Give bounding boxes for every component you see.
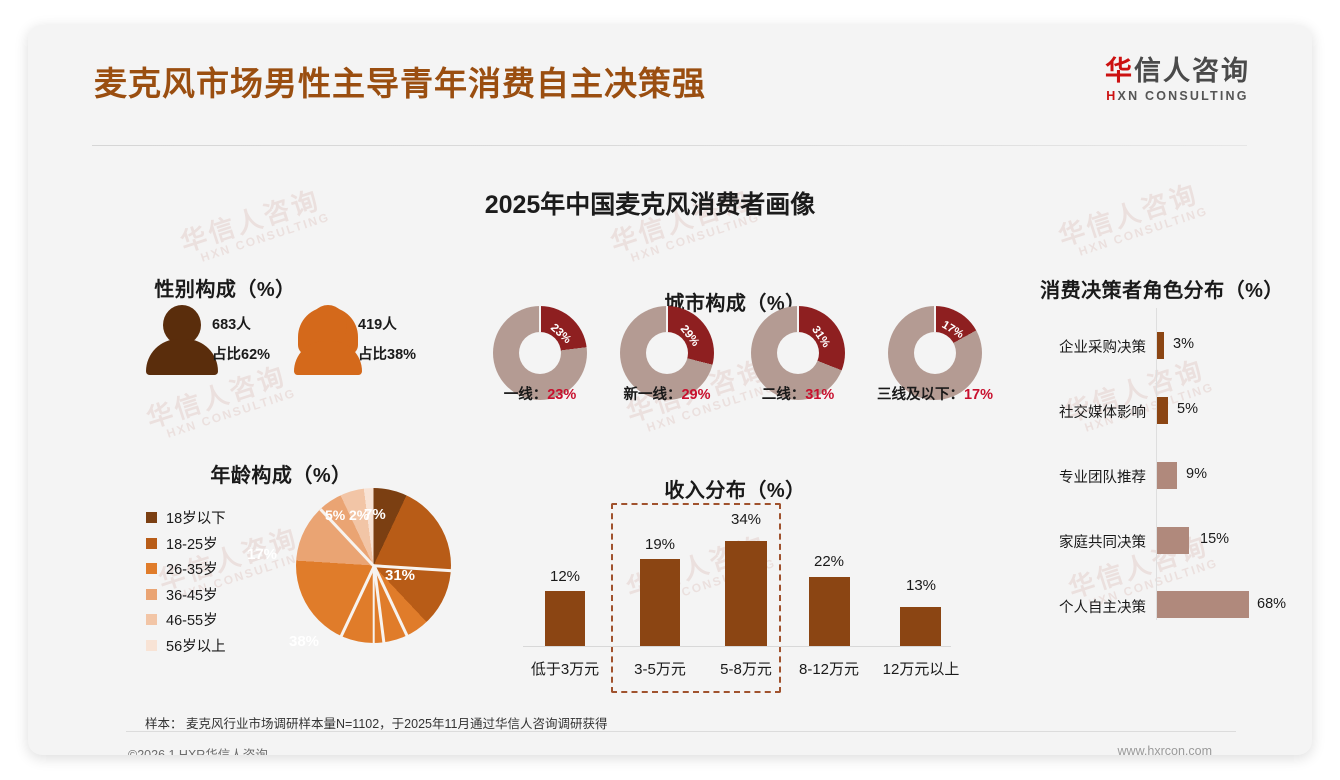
copyright-text: ©2026.1 HXR华信人咨询 (128, 748, 268, 755)
role-value-social: 5% (1177, 401, 1198, 417)
role-label-enterprise: 企业采购决策 (1059, 340, 1146, 356)
legend-swatch (146, 537, 157, 549)
age-legend: 18岁以下 18-25岁 26-35岁 36-45岁 46-55岁 56岁以上 (146, 505, 226, 658)
male-count: 683人 (212, 317, 251, 333)
income-value-8to12: 22% (813, 553, 845, 570)
logo-chinese: 华信人咨询 (1105, 56, 1250, 86)
legend-swatch (146, 588, 157, 600)
income-category-8to12: 8-12万元 (798, 661, 860, 678)
income-bar-3to5 (640, 559, 680, 646)
donut-label-newtier1: 新一线：29% (623, 387, 711, 403)
website-url: www.hxrcon.com (1117, 744, 1212, 755)
role-label-family: 家庭共同决策 (1059, 535, 1146, 551)
legend-label: 46-55岁 (166, 613, 218, 630)
pie-value-26-35: 38% (289, 633, 320, 650)
age-section-title: 年龄构成（%） (210, 465, 352, 487)
role-label-individual: 个人自主决策 (1059, 600, 1146, 616)
pie-value-18-25: 31% (385, 567, 416, 584)
income-value-over12: 13% (905, 577, 937, 594)
income-value-under3: 12% (549, 568, 581, 585)
watermark: 华信人咨询 HXN CONSULTING (1060, 354, 1216, 436)
age-pie-chart (296, 488, 452, 644)
income-category-over12: 12万元以上 (882, 661, 960, 678)
pie-value-under18: 7% (364, 506, 386, 523)
pie-value-46-55: 5% (325, 507, 346, 523)
donut-chart-newtier1: 29% (620, 306, 769, 400)
income-section-title: 收入分布（%） (664, 480, 806, 502)
legend-item: 46-55岁 (146, 607, 226, 633)
legend-label: 18-25岁 (166, 536, 218, 553)
header-divider (92, 145, 1247, 146)
pie-value-56plus: 2% (349, 507, 370, 523)
legend-swatch (146, 512, 157, 524)
role-label-professional: 专业团队推荐 (1059, 470, 1146, 486)
income-highlight-box (611, 503, 781, 693)
income-bar-over12 (900, 607, 941, 646)
income-value-3to5: 19% (644, 536, 676, 553)
role-label-social: 社交媒体影响 (1059, 405, 1146, 421)
role-value-family: 15% (1200, 531, 1230, 547)
legend-label: 36-45岁 (166, 587, 218, 604)
income-category-3to5: 3-5万元 (634, 661, 686, 678)
pie-value-36-45: 17% (247, 546, 278, 563)
role-axis-line (1156, 308, 1157, 620)
infographic-card: 华信人咨询 HXN CONSULTING 华信人咨询 HXN CONSULTING … (28, 25, 1312, 755)
donut-label-tier1: 一线：23% (503, 387, 577, 403)
role-bar-individual (1157, 591, 1249, 618)
income-bar-5to8 (725, 541, 767, 646)
income-category-5to8: 5-8万元 (720, 661, 772, 678)
legend-label: 56岁以上 (166, 638, 226, 655)
chart-subtitle: 2025年中国麦克风消费者画像 (484, 191, 816, 219)
legend-label: 18岁以下 (166, 511, 226, 528)
legend-item: 36-45岁 (146, 582, 226, 608)
role-bar-enterprise (1157, 332, 1164, 359)
legend-swatch (146, 563, 157, 575)
page-title: 麦克风市场男性主导青年消费自主决策强 (94, 65, 706, 102)
role-bar-family (1157, 527, 1189, 554)
role-value-enterprise: 3% (1173, 336, 1194, 352)
city-section-title: 城市构成（%） (664, 293, 806, 315)
legend-item: 18-25岁 (146, 531, 226, 557)
header: 麦克风市场男性主导青年消费自主决策强 华信人咨询 HXN CONSULTING (28, 25, 1312, 121)
role-bar-social (1157, 397, 1168, 424)
legend-item: 26-35岁 (146, 556, 226, 582)
income-bar-under3 (545, 591, 585, 646)
role-value-individual: 68% (1257, 596, 1287, 612)
sample-note: 样本： 麦克风行业市场调研样本量N=1102，于2025年11月通过华信人咨询调… (145, 717, 608, 731)
logo-english: HXN CONSULTING (1106, 88, 1249, 103)
donut-chart-tier1: 23% (493, 301, 627, 400)
donut-label-tier2: 二线：31% (761, 387, 835, 403)
legend-swatch (146, 639, 157, 651)
legend-item: 56岁以上 (146, 633, 226, 659)
role-value-professional: 9% (1186, 466, 1207, 482)
company-logo: 华信人咨询 HXN CONSULTING (1105, 56, 1250, 103)
male-silhouette-icon (146, 305, 218, 375)
income-axis-line (523, 646, 951, 647)
income-bar-8to12 (809, 577, 850, 646)
female-share: 占比38% (358, 347, 417, 363)
income-category-under3: 低于3万元 (530, 661, 600, 678)
female-silhouette-icon (292, 305, 364, 375)
female-count: 419人 (358, 317, 397, 333)
legend-label: 26-35岁 (166, 562, 218, 579)
male-share: 占比62% (212, 347, 271, 363)
donut-chart-tier2: 31% (751, 306, 904, 400)
legend-swatch (146, 614, 157, 626)
role-bar-professional (1157, 462, 1177, 489)
gender-section-title: 性别构成（%） (154, 279, 296, 301)
donut-chart-tier3: 17% (888, 290, 1001, 400)
footer-divider (126, 731, 1236, 732)
legend-item: 18岁以下 (146, 505, 226, 531)
role-section-title: 消费决策者角色分布（%） (1040, 280, 1284, 302)
donut-label-tier3: 三线及以下：17% (876, 387, 994, 403)
income-value-5to8: 34% (730, 511, 762, 528)
